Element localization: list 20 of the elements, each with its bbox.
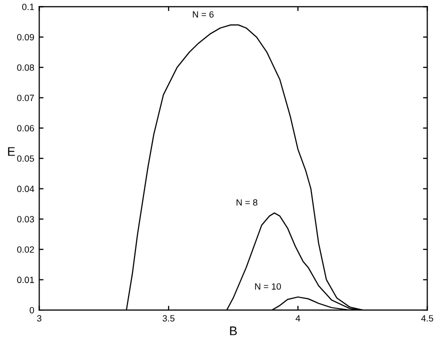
y-tick-label: 0.08: [17, 64, 34, 71]
y-tick-label: 0.1: [22, 4, 34, 10]
x-tick-label: 4.5: [421, 315, 434, 322]
x-tick-label: 3: [37, 315, 42, 322]
y-tick-label: 0.06: [17, 125, 34, 132]
series-label: N = 8: [236, 199, 258, 206]
y-tick-label: 0.05: [17, 155, 34, 162]
x-tick-label: 4: [296, 315, 300, 322]
y-tick-label: 0.03: [17, 216, 34, 222]
y-tick-label: 0.09: [17, 34, 34, 40]
y-tick-label: 0.01: [17, 276, 34, 284]
y-tick-label: 0.07: [17, 94, 34, 102]
x-tick-label: 3.5: [162, 315, 174, 322]
y-tick-label: 0.04: [17, 186, 34, 192]
y-tick-label: 0: [30, 307, 34, 314]
y-tick-label: 0.02: [17, 246, 34, 253]
series-label: N = 6: [192, 11, 214, 18]
series-label: N = 10: [255, 283, 281, 290]
y-axis-title: E: [8, 147, 15, 156]
x-axis-title: B: [230, 326, 237, 336]
